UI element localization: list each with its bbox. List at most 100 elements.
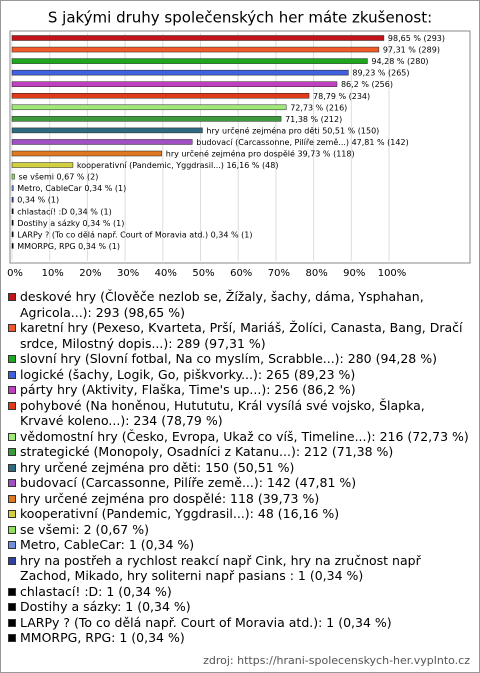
- chart-title: S jakými druhy společenských her máte zk…: [48, 9, 432, 27]
- value-label: kooperativní (Pandemic, Yggdrasil...) 16…: [77, 161, 279, 170]
- legend-label: chlastací! :D: 1 (0,34 %): [20, 583, 172, 599]
- value-label: 72,73 % (216): [290, 103, 347, 112]
- legend-label: se všemi: 2 (0,67 %): [20, 521, 149, 537]
- legend-swatch: [8, 494, 16, 503]
- legend-swatch: [8, 355, 16, 363]
- legend-swatch: [8, 541, 16, 549]
- value-label: budovací (Carcassonne, Pilíře země...) 4…: [196, 138, 408, 147]
- bar: [11, 93, 310, 99]
- legend-label: hry určené zejména pro dospělé: 118 (39,…: [20, 490, 320, 506]
- legend-label: pohybové (Na honěnou, Hutututu, Král vys…: [20, 397, 425, 429]
- legend-entry: kooperativní (Pandemic, Yggdrasil...): 4…: [8, 506, 470, 522]
- legend-label: LARPy ? (To co dělá např. Court of Morav…: [20, 614, 392, 630]
- legend-swatch: [8, 293, 16, 301]
- x-tick-label: 20%: [79, 268, 101, 279]
- legend-swatch: [8, 479, 16, 487]
- legend-label: strategické (Monopoly, Osadníci z Katanu…: [20, 444, 394, 459]
- legend-swatch: [8, 525, 16, 534]
- value-label: Dostihy a sázky 0,34 % (1): [17, 219, 124, 228]
- legend-label: vědomostní hry (Česko, Evropa, Ukaž co v…: [20, 428, 469, 444]
- value-label: MMORPG, RPG 0,34 % (1): [17, 242, 120, 251]
- legend-entry: se všemi: 2 (0,67 %): [8, 522, 470, 538]
- legend-label: hry určené zejména pro děti: 150 (50,51 …: [20, 459, 295, 475]
- legend-label: logické (šachy, Logik, Go, piškvorky...)…: [20, 366, 356, 382]
- legend-swatch: [8, 448, 16, 456]
- source: zdroj: https://hrani-spolecenskych-her.v…: [203, 654, 470, 667]
- legend-label: Dostihy a sázky: 1 (0,34 %): [20, 599, 191, 614]
- legend-entry: karetní hry (Pexeso, Kvarteta, Prší, Mar…: [8, 320, 470, 351]
- legend-label: Metro, CableCar: 1 (0,34 %): [20, 537, 195, 552]
- bar: [11, 196, 14, 203]
- legend-entry: hry na postřeh a rychlost reakcí např Ci…: [8, 553, 470, 584]
- bar: [11, 243, 14, 249]
- legend-swatch: [8, 510, 16, 518]
- legend-label: deskové hry (Člověče nezlob se, Žížaly, …: [20, 289, 424, 320]
- bar: [11, 127, 203, 134]
- legend-label: kooperativní (Pandemic, Yggdrasil...): 4…: [20, 506, 340, 521]
- legend-swatch: [8, 370, 16, 379]
- value-label: chlastací! :D 0,34 % (1): [17, 207, 111, 216]
- legend-entry: budovací (Carcassonne, Pilíře země...): …: [8, 475, 470, 491]
- legend-swatch: [8, 603, 16, 611]
- legend-swatch: [8, 432, 16, 441]
- plot-frame: [9, 30, 471, 264]
- bar: [11, 104, 287, 111]
- bar: [11, 208, 14, 214]
- x-tick-label: 0%: [7, 268, 23, 279]
- legend-label: karetní hry (Pexeso, Kvarteta, Prší, Mar…: [20, 320, 463, 351]
- value-label: Metro, CableCar 0,34 % (1): [17, 184, 126, 193]
- legend-swatch: [8, 401, 16, 410]
- bar: [11, 58, 368, 64]
- legend-entry: pohybové (Na honěnou, Hutututu, Král vys…: [8, 398, 470, 429]
- value-label: 71,38 % (212): [285, 115, 342, 124]
- bar: [11, 116, 282, 122]
- legend-entry: Metro, CableCar: 1 (0,34 %): [8, 537, 470, 553]
- value-label: 97,31 % (289): [383, 46, 440, 55]
- value-label: se všemi 0,67 % (2): [19, 172, 99, 182]
- legend-swatch: [8, 463, 16, 472]
- legend-entry: párty hry (Aktivity, Flaška, Time's up..…: [8, 382, 470, 398]
- legend-entry: logické (šachy, Logik, Go, piškvorky...)…: [8, 367, 470, 383]
- legend-entry: Dostihy a sázky: 1 (0,34 %): [8, 599, 470, 615]
- legend-entry: hry určené zejména pro děti: 150 (50,51 …: [8, 460, 470, 476]
- legend-swatch: [8, 634, 16, 642]
- x-tick-label: 70%: [268, 268, 290, 279]
- legend-swatch: [8, 556, 16, 565]
- legend-entry: LARPy ? (To co dělá např. Court of Morav…: [8, 615, 470, 631]
- legend-entry: slovní hry (Slovní fotbal, Na co myslím,…: [8, 351, 470, 367]
- bar: [11, 220, 14, 226]
- bar: [11, 139, 193, 145]
- value-label: 0,34 % (1): [17, 196, 59, 205]
- x-tick-label: 80%: [305, 268, 327, 279]
- legend-entry: MMORPG, RPG: 1 (0,34 %): [8, 630, 470, 646]
- value-label: hry určené zejména pro děti 50,51 % (150…: [206, 125, 379, 135]
- legend-label: párty hry (Aktivity, Flaška, Time's up..…: [20, 382, 356, 397]
- value-label: 98,65 % (293): [388, 34, 445, 43]
- bar: [11, 150, 163, 157]
- chart: S jakými druhy společenských her máte zk…: [7, 9, 471, 279]
- legend-swatch: [8, 618, 16, 627]
- x-tick-label: 60%: [230, 268, 252, 279]
- legend-entry: chlastací! :D: 1 (0,34 %): [8, 584, 470, 600]
- legend-entry: strategické (Monopoly, Osadníci z Katanu…: [8, 444, 470, 460]
- x-tick-label: 40%: [155, 268, 177, 279]
- value-label: hry určené zejména pro dospělé 39,73 % (…: [166, 149, 355, 159]
- bar: [11, 69, 349, 76]
- x-tick-label: 10%: [42, 268, 64, 279]
- legend-swatch: [8, 324, 16, 332]
- legend-swatch: [8, 386, 16, 394]
- legend-label: budovací (Carcassonne, Pilíře země...): …: [20, 475, 357, 490]
- value-label: LARPy ? (To co dělá např. Court of Morav…: [17, 230, 252, 239]
- bar: [11, 35, 385, 41]
- legend-swatch: [8, 587, 16, 596]
- x-tick-label: 90%: [343, 268, 365, 279]
- bar: [11, 46, 380, 53]
- legend-entry: vědomostní hry (Česko, Evropa, Ukaž co v…: [8, 429, 470, 445]
- x-tick-label: 50%: [192, 268, 214, 279]
- x-tick-label: 100%: [378, 268, 407, 279]
- bar: [11, 185, 14, 191]
- value-label: 94,28 % (280): [371, 57, 428, 66]
- bar: [11, 81, 338, 87]
- legend-label: slovní hry (Slovní fotbal, Na co myslím,…: [20, 351, 437, 366]
- bar: [11, 162, 74, 168]
